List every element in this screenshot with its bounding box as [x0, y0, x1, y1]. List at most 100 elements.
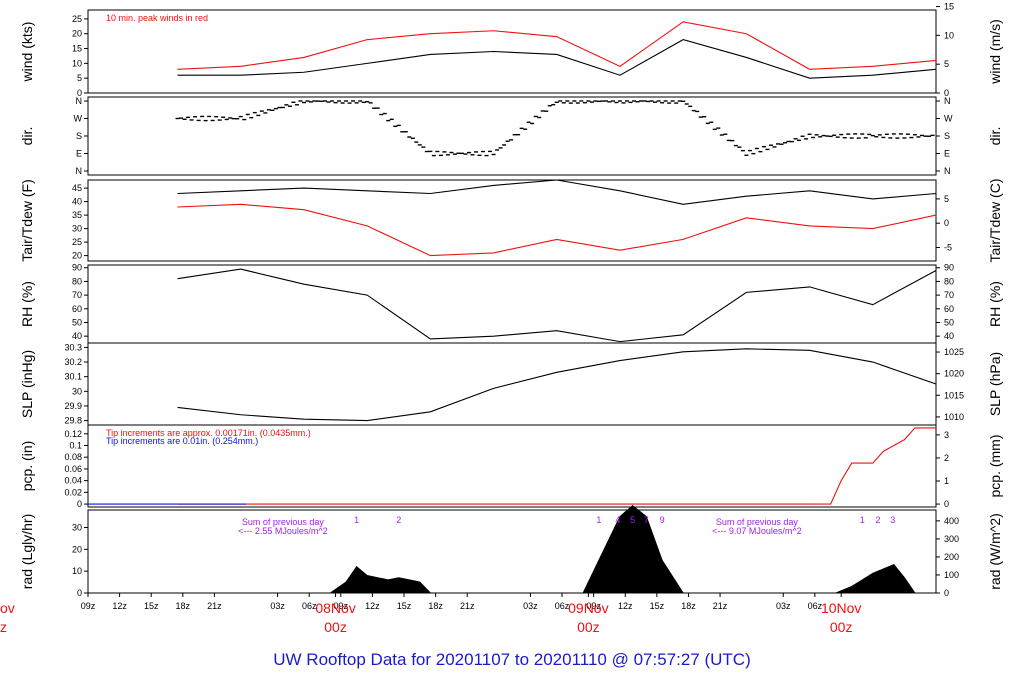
ytick-label-right-wind: 15: [944, 2, 954, 12]
ylabel-right-temp: Tair/Tdew (C): [987, 178, 1003, 262]
xtick-label: 09z: [586, 601, 601, 611]
ytick-label-left-slp: 29.8: [64, 416, 82, 426]
ytick-label-left-pcp: 0: [77, 499, 82, 509]
pcp-annotation-red: Tip increments are approx. 0.00171in. (0…: [106, 428, 311, 438]
ytick-label-left-rad: 0: [77, 588, 82, 598]
wind-annotation: 10 min. peak winds in red: [106, 13, 208, 23]
day-label-cut-bottom: z: [0, 619, 7, 635]
panel-frame-pcp: [87, 424, 937, 508]
radiation-mark: 4: [615, 515, 620, 525]
ytick-label-left-dir: E: [76, 149, 82, 159]
ytick-label-left-wind: 20: [72, 29, 82, 39]
ytick-label-left-pcp: 0.06: [64, 464, 82, 474]
xtick-label: 18z: [176, 601, 191, 611]
ylabel-left-rh: RH (%): [19, 281, 35, 327]
xtick-label: 09z: [81, 601, 96, 611]
ytick-label-right-rad: 0: [944, 588, 949, 598]
ytick-label-left-wind: 0: [77, 88, 82, 98]
day-label-top: 10Nov: [821, 600, 861, 616]
day-label-top: 08Nov: [315, 600, 355, 616]
xtick-label: 09z: [334, 601, 349, 611]
ytick-label-left-wind: 15: [72, 44, 82, 54]
radiation-mark: 2: [876, 515, 881, 525]
xtick-label: 15z: [397, 601, 412, 611]
series-line-wind-1: [177, 21, 937, 70]
ytick-label-left-wind: 10: [72, 58, 82, 68]
ytick-label-left-slp: 30: [72, 386, 82, 396]
xtick-label: 18z: [428, 601, 443, 611]
xtick-label: 12z: [618, 601, 633, 611]
radiation-mark: 7: [644, 515, 649, 525]
series-line-rh-0: [177, 268, 937, 343]
ytick-label-left-rad: 30: [72, 522, 82, 532]
ytick-label-right-temp: 5: [944, 194, 949, 204]
ytick-label-right-rh: 60: [944, 304, 954, 314]
ytick-label-left-rh: 90: [72, 263, 82, 273]
ytick-label-right-temp: 0: [944, 218, 949, 228]
ytick-label-left-rad: 20: [72, 544, 82, 554]
ytick-label-right-rh: 50: [944, 317, 954, 327]
ytick-label-right-rad: 300: [944, 534, 959, 544]
xtick-label: 12z: [365, 601, 380, 611]
panel-frame-dir: [87, 96, 937, 176]
radiation-mark: 1: [354, 515, 359, 525]
day-label-bottom: 00z: [324, 619, 347, 635]
ytick-label-right-dir: N: [944, 166, 951, 176]
ytick-label-right-dir: W: [944, 114, 953, 124]
ytick-label-right-dir: E: [944, 149, 950, 159]
radiation-mark: 3: [890, 515, 895, 525]
radiation-mark: 1: [860, 515, 865, 525]
ylabel-right-pcp: pcp. (mm): [987, 435, 1003, 498]
ylabel-left-pcp: pcp. (in): [19, 441, 35, 492]
ytick-label-left-temp: 35: [72, 210, 82, 220]
xtick-label: 15z: [650, 601, 665, 611]
ytick-label-left-rh: 60: [72, 304, 82, 314]
ylabel-right-dir: dir.: [987, 127, 1003, 146]
ytick-label-right-rh: 40: [944, 331, 954, 341]
ytick-label-left-pcp: 0.1: [69, 441, 82, 451]
radiation-mark: 2: [396, 515, 401, 525]
xtick-label: 06z: [808, 601, 823, 611]
ytick-label-right-dir: S: [944, 131, 950, 141]
ytick-label-left-dir: S: [76, 131, 82, 141]
xtick-label: 18z: [681, 601, 696, 611]
ytick-label-left-rh: 80: [72, 276, 82, 286]
panel-frame-rh: [87, 264, 937, 344]
series-line-temp-0: [177, 179, 937, 205]
ytick-label-right-wind: 5: [944, 59, 949, 69]
day-label-top: 09Nov: [568, 600, 608, 616]
radiation-mark: 1: [596, 515, 601, 525]
ytick-label-right-rh: 80: [944, 276, 954, 286]
ytick-label-right-slp: 1020: [944, 369, 964, 379]
panel-frame-wind: [87, 9, 937, 94]
ytick-label-left-temp: 25: [72, 237, 82, 247]
ytick-label-right-rad: 200: [944, 552, 959, 562]
ytick-label-right-slp: 1010: [944, 412, 964, 422]
xtick-label: 03z: [523, 601, 538, 611]
day-label-bottom: 00z: [830, 619, 853, 635]
xtick-label: 15z: [144, 601, 159, 611]
xtick-label: 21z: [207, 601, 222, 611]
ytick-label-left-temp: 30: [72, 224, 82, 234]
panel-frame-rad: [87, 509, 937, 594]
xtick-label: 21z: [460, 601, 475, 611]
radiation-mark: 9: [660, 515, 665, 525]
ylabel-left-slp: SLP (inHg): [19, 350, 35, 418]
radiation-note: <--- 2.55 MJoules/m^2: [238, 526, 328, 536]
ytick-label-left-pcp: 0.04: [64, 476, 82, 486]
ylabel-left-dir: dir.: [19, 127, 35, 146]
ytick-label-right-wind: 0: [944, 88, 949, 98]
ytick-label-left-rh: 50: [72, 317, 82, 327]
ytick-label-right-temp: -5: [944, 243, 952, 253]
xtick-label: 03z: [776, 601, 791, 611]
series-line-slp-0: [177, 348, 937, 422]
ytick-label-right-rh: 70: [944, 290, 954, 300]
ytick-label-left-pcp: 0.12: [64, 429, 82, 439]
ytick-label-left-pcp: 0.08: [64, 452, 82, 462]
ytick-label-right-rad: 100: [944, 570, 959, 580]
ytick-label-left-slp: 30.1: [64, 372, 82, 382]
ytick-label-left-temp: 40: [72, 197, 82, 207]
ytick-label-left-dir: N: [76, 166, 83, 176]
ylabel-right-rh: RH (%): [987, 281, 1003, 327]
